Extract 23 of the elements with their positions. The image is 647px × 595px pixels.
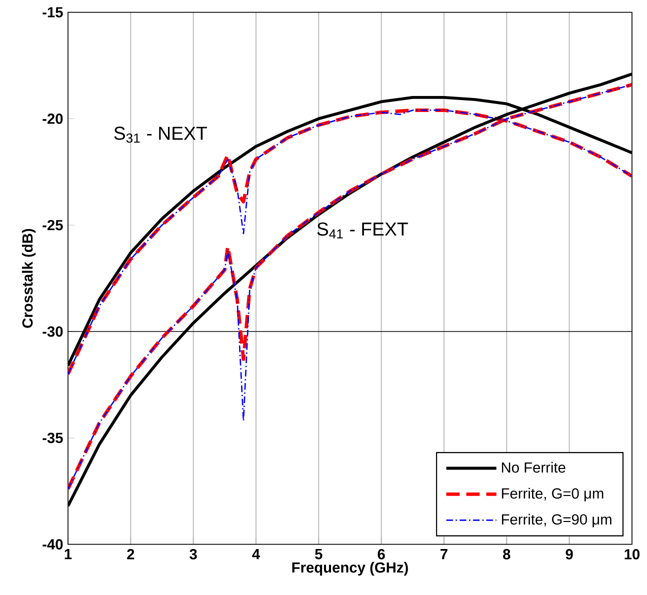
y-tick-label: -40	[42, 539, 63, 550]
legend-label: Ferrite, G=0 μm	[502, 488, 604, 502]
y-tick-label: -20	[42, 114, 63, 124]
legend-label: No Ferrite	[502, 462, 566, 473]
annotation: S$_{31}$ - NEXT	[114, 126, 207, 143]
x-tick-label: 7	[440, 549, 448, 560]
y-tick-label: -30	[42, 326, 63, 337]
legend-label: Ferrite, G=90 μm	[502, 514, 612, 528]
x-axis-title: Frequency (GHz)	[292, 562, 408, 576]
x-tick-label: 4	[252, 549, 260, 560]
x-tick-label: 6	[378, 549, 385, 560]
x-tick-label: 8	[503, 549, 510, 560]
y-tick-label: -35	[42, 432, 63, 444]
annotation: S$_{41}$ - FEXT	[317, 222, 408, 238]
y-tick-label: -15	[42, 7, 63, 18]
x-tick-label: 2	[127, 549, 134, 560]
x-tick-label: 10	[624, 549, 640, 560]
x-tick-label: 3	[190, 549, 197, 560]
x-tick-label: 5	[315, 549, 322, 560]
y-tick-label: -25	[42, 220, 63, 230]
x-tick-label: 1	[64, 549, 72, 560]
x-tick-label: 9	[566, 549, 573, 560]
y-axis-title: Crosstalk (dB)	[22, 228, 36, 328]
